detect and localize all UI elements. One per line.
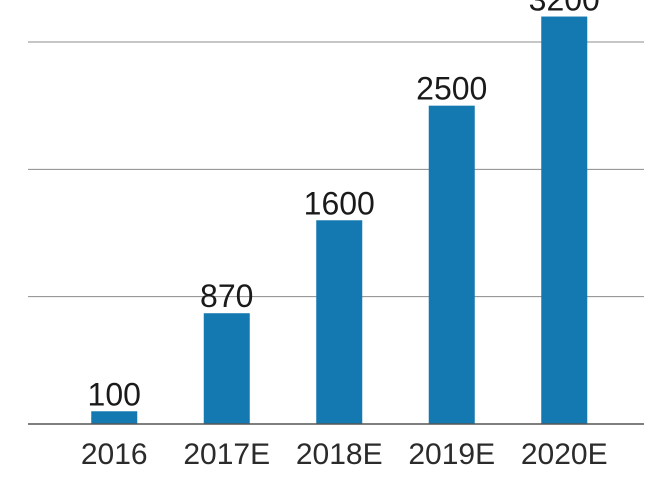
bar-2020E xyxy=(541,16,588,425)
x-tick-label-2019E: 2019E xyxy=(408,438,495,471)
bar-2019E xyxy=(428,105,475,425)
data-label-2019E: 2500 xyxy=(416,71,487,107)
data-labels: 100 870 1600 2500 3200 xyxy=(88,0,600,412)
data-label-2018E: 1600 xyxy=(304,185,375,221)
data-label-2017E: 870 xyxy=(200,278,253,314)
data-label-2020E: 3200 xyxy=(529,0,600,18)
x-tick-label-2016: 2016 xyxy=(81,438,148,471)
bar-2018E xyxy=(316,220,363,424)
x-tick-label-2017E: 2017E xyxy=(183,438,270,471)
bars xyxy=(91,16,588,425)
x-axis-ticks: 2016 2017E 2018E 2019E 2020E xyxy=(81,438,608,471)
data-label-2016: 100 xyxy=(88,376,141,412)
x-tick-label-2020E: 2020E xyxy=(521,438,608,471)
bar-2017E xyxy=(203,313,250,424)
bar-2016 xyxy=(91,411,138,424)
x-tick-label-2018E: 2018E xyxy=(296,438,383,471)
